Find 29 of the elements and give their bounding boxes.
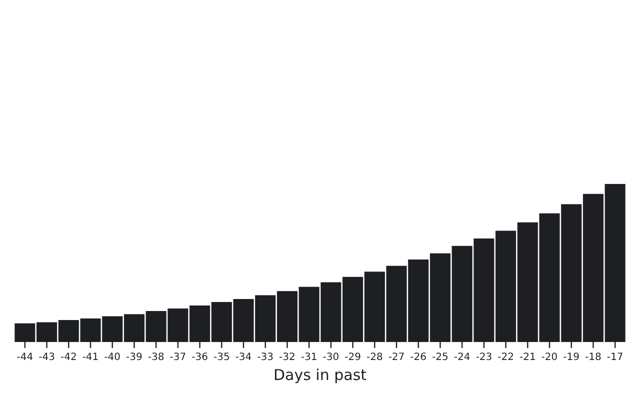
- x-tick-label: -36: [192, 352, 208, 363]
- x-tick-label: -22: [498, 352, 514, 363]
- x-tick-label: -17: [606, 352, 624, 363]
- x-tick-label: -29: [344, 352, 361, 363]
- x-tick-label: -25: [432, 352, 448, 363]
- x-tick-label: -20: [541, 352, 558, 363]
- x-tick-label: -31: [300, 352, 318, 363]
- x-tick-label: -38: [148, 352, 164, 363]
- x-tick-label: -39: [126, 352, 142, 363]
- x-tick-label: -34: [235, 352, 252, 363]
- x-tick-label: -44: [16, 352, 34, 363]
- x-tick-label: -19: [563, 352, 580, 363]
- x-axis-title: Days in past: [273, 366, 367, 384]
- x-tick-label: -33: [257, 352, 274, 363]
- x-tick-label: -21: [519, 352, 536, 363]
- x-tick-label: -30: [322, 352, 340, 363]
- x-tick-label: -42: [60, 352, 77, 363]
- x-tick-label: -27: [388, 352, 405, 363]
- x-tick-label: -18: [585, 352, 602, 363]
- x-tick-label: -23: [476, 352, 492, 363]
- x-tick-label: -28: [366, 352, 383, 363]
- x-tick-label: -26: [410, 352, 427, 363]
- x-tick-label: -35: [213, 352, 230, 363]
- x-tick-label: -40: [104, 352, 121, 363]
- x-tick-label: -24: [454, 352, 470, 363]
- x-tick-label: -41: [82, 352, 99, 363]
- x-tick-label: -43: [38, 352, 55, 363]
- x-tick-label: -37: [170, 352, 186, 363]
- x-tick-label: -32: [279, 352, 296, 363]
